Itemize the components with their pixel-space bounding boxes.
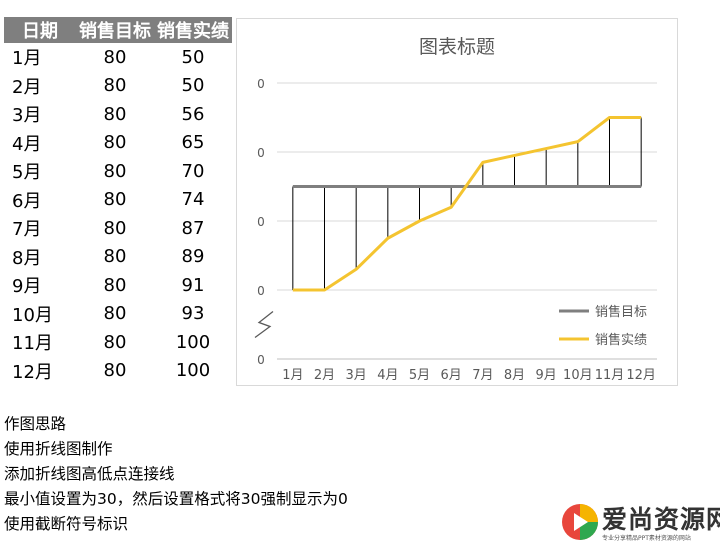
x-tick-label: 6月	[441, 368, 462, 383]
cell-actual: 87	[181, 217, 205, 239]
cell-target: 80	[103, 75, 127, 97]
chart-title: 图表标题	[419, 36, 495, 58]
note-line-4: 最小值设置为30，然后设置格式将30强制显示为0	[4, 490, 348, 508]
cell-date: 1月	[12, 48, 42, 70]
table-row: 9月 80 91	[4, 271, 232, 300]
cell-date: 10月	[12, 304, 53, 326]
x-tick-label: 11月	[595, 368, 625, 383]
table-row: 2月 80 50	[4, 72, 232, 101]
table-row: 3月 80 56	[4, 100, 232, 129]
watermark-text: 爱尚资源网	[602, 505, 720, 534]
cell-actual: 89	[181, 246, 205, 268]
cell-actual: 100	[175, 360, 211, 382]
table-row: 11月 80 100	[4, 328, 232, 357]
cell-actual: 50	[181, 75, 205, 97]
x-tick-label: 10月	[563, 368, 593, 383]
series-line-actual	[292, 116, 642, 292]
table-row: 7月 80 87	[4, 214, 232, 243]
note-line-1: 作图思路	[4, 415, 67, 433]
legend-label: 销售目标	[595, 304, 647, 320]
chart-area[interactable]: 图表标题 0 0 0 0 0 1月 2月 3月 4月 5月 6月 7月 8月 9月 10月 11月 12月 销售目…	[236, 18, 678, 386]
cell-target: 80	[103, 360, 127, 382]
cell-date: 11月	[12, 333, 53, 355]
y-tick-label: 0	[257, 353, 265, 367]
notes: 作图思路 使用折线图制作 添加折线图高低点连接线 最小值设置为30，然后设置格式…	[4, 412, 348, 537]
x-tick-label: 9月	[536, 368, 557, 383]
note-line-2: 使用折线图制作	[4, 440, 113, 458]
cell-target: 80	[103, 46, 127, 68]
y-tick-label: 0	[257, 146, 265, 160]
table-row: 5月 80 70	[4, 157, 232, 186]
cell-date: 5月	[12, 162, 42, 184]
cell-target: 80	[103, 160, 127, 182]
x-tick-label: 3月	[346, 368, 367, 383]
cell-date: 8月	[12, 247, 42, 269]
cell-target: 80	[103, 217, 127, 239]
x-tick-label: 8月	[504, 368, 525, 383]
x-tick-label: 1月	[282, 368, 303, 383]
x-tick-label: 4月	[377, 368, 398, 383]
table-row: 6月 80 74	[4, 186, 232, 215]
cell-actual: 56	[181, 103, 205, 125]
cell-target: 80	[103, 103, 127, 125]
x-tick-label: 5月	[409, 368, 430, 383]
x-tick-label: 12月	[626, 368, 656, 383]
y-tick-label: 0	[257, 77, 265, 91]
cell-actual: 100	[175, 331, 211, 353]
cell-date: 12月	[12, 361, 53, 383]
data-table: 日期 销售目标 销售实绩 1月 80 50 2月 80 50 3月 80 56 4月 80 65 5月 8…	[4, 17, 232, 385]
cell-target: 80	[103, 189, 127, 211]
cell-actual: 93	[181, 303, 205, 325]
table-header-row: 日期 销售目标 销售实绩	[4, 17, 232, 43]
cell-date: 7月	[12, 219, 42, 241]
cell-date: 9月	[12, 276, 42, 298]
y-tick-label: 0	[257, 284, 265, 298]
cell-target: 80	[103, 331, 127, 353]
cell-actual: 70	[181, 160, 205, 182]
cell-actual: 50	[181, 46, 205, 68]
cell-date: 2月	[12, 76, 42, 98]
table-row: 1月 80 50	[4, 43, 232, 72]
watermark-subtext: 专业分享精品PPT素材资源的网站	[602, 535, 691, 542]
cell-actual: 65	[181, 132, 205, 154]
table-row: 8月 80 89	[4, 243, 232, 272]
cell-target: 80	[103, 274, 127, 296]
header-target: 销售目标	[76, 17, 154, 43]
cell-date: 3月	[12, 105, 42, 127]
header-actual: 销售实绩	[154, 17, 232, 43]
x-tick-label: 2月	[314, 368, 335, 383]
cell-actual: 74	[181, 189, 205, 211]
watermark-logo: 爱尚资源网 专业分享精品PPT素材资源的网站	[560, 494, 720, 549]
y-tick-label: 0	[257, 215, 265, 229]
cell-target: 80	[103, 303, 127, 325]
table-body: 1月 80 50 2月 80 50 3月 80 56 4月 80 65 5月 80 70 6月 80 74 7月 80…	[4, 43, 232, 385]
logo-icon	[562, 504, 598, 540]
header-date: 日期	[4, 17, 76, 43]
cell-date: 6月	[12, 190, 42, 212]
note-line-5: 使用截断符号标识	[4, 515, 129, 533]
x-tick-label: 7月	[472, 368, 493, 383]
table-row: 10月 80 93	[4, 300, 232, 329]
axis-break-mark	[254, 310, 274, 339]
legend-label: 销售实绩	[595, 332, 647, 348]
table-row: 12月 80 100	[4, 357, 232, 386]
chart-svg: 图表标题 0 0 0 0 0 1月 2月 3月 4月 5月 6月 7月 8月 9月 10月 11月 12月 销售目…	[254, 36, 657, 383]
table-row: 4月 80 65	[4, 129, 232, 158]
cell-actual: 91	[181, 274, 205, 296]
cell-target: 80	[103, 132, 127, 154]
cell-target: 80	[103, 246, 127, 268]
cell-date: 4月	[12, 133, 42, 155]
note-line-3: 添加折线图高低点连接线	[4, 465, 175, 483]
